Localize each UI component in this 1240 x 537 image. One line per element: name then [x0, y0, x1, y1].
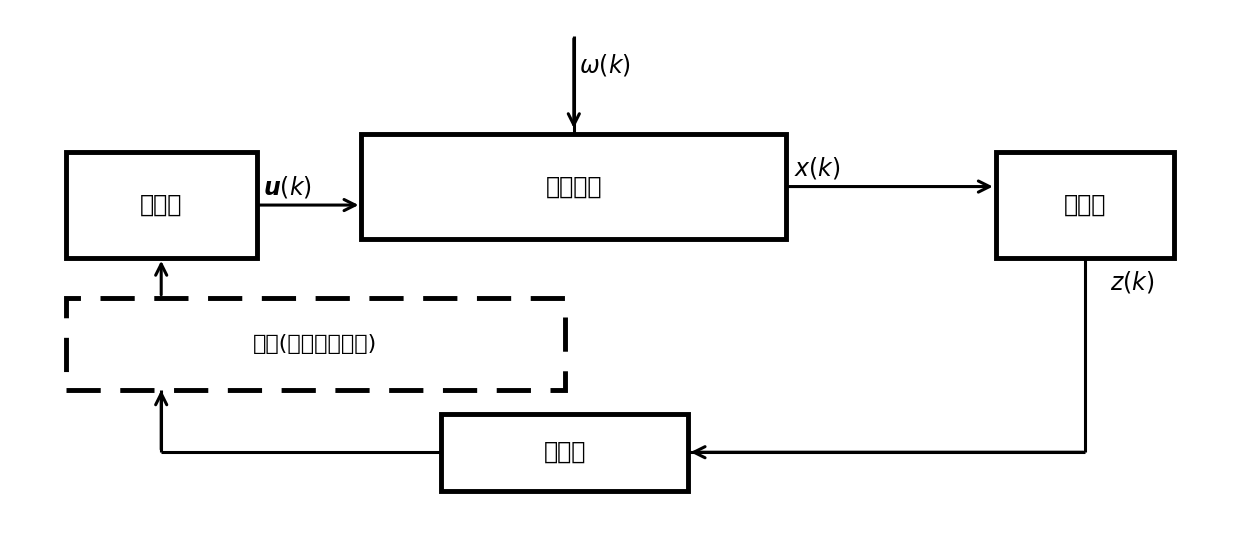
Text: 控制器: 控制器 [543, 440, 585, 464]
Text: 执行器: 执行器 [140, 193, 182, 217]
Bar [441, 414, 688, 490]
Text: $\boldsymbol{u}(k)$: $\boldsymbol{u}(k)$ [263, 173, 312, 200]
Bar [66, 297, 564, 390]
Text: $z(k)$: $z(k)$ [1110, 268, 1154, 295]
Bar [361, 134, 786, 240]
Text: $x(k)$: $x(k)$ [794, 155, 841, 181]
Text: 被控对象: 被控对象 [546, 175, 603, 199]
Bar [996, 152, 1174, 258]
Bar [66, 152, 257, 258]
Text: $\omega(k)$: $\omega(k)$ [579, 52, 630, 78]
Text: 网络(存在时变时延): 网络(存在时变时延) [253, 334, 377, 354]
Text: 传感器: 传感器 [1064, 193, 1106, 217]
